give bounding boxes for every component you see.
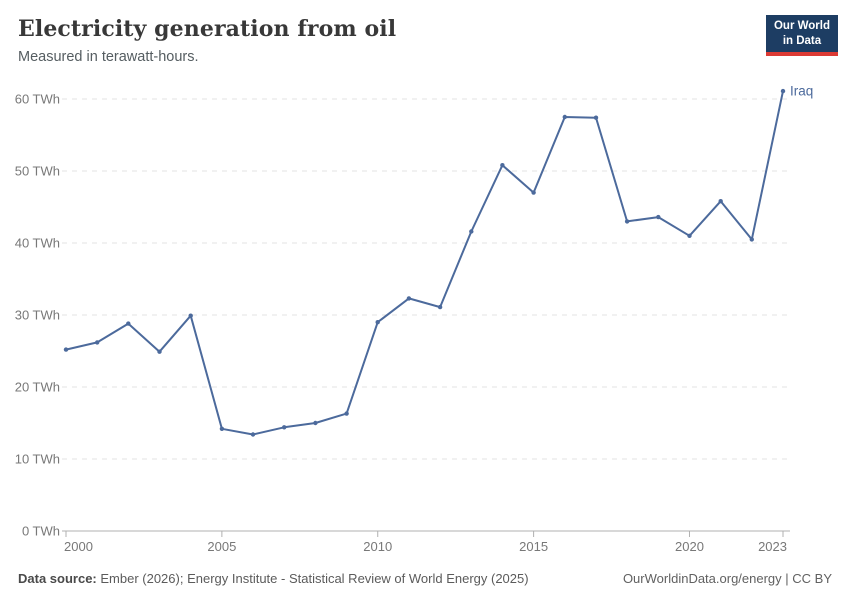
data-line	[65, 90, 784, 436]
data-point	[624, 219, 630, 224]
data-point	[437, 304, 443, 310]
data-point	[500, 163, 505, 168]
data-point	[656, 214, 661, 220]
data-point	[406, 296, 412, 301]
series-end-label: Iraq	[790, 84, 813, 99]
x-axis-tick-label: 2023	[758, 539, 787, 554]
data-point	[157, 349, 162, 354]
x-axis-tick-label: 2015	[519, 539, 548, 554]
data-source: Data source: Ember (2026); Energy Instit…	[18, 571, 529, 586]
y-axis-tick-label: 10 TWh	[15, 452, 60, 467]
chart-footer: Data source: Ember (2026); Energy Instit…	[18, 571, 832, 586]
data-point	[687, 233, 692, 238]
data-point	[219, 426, 225, 431]
data-point	[282, 425, 287, 430]
owid-logo: Our World in Data	[765, 15, 838, 56]
data-point	[749, 237, 754, 242]
data-point	[375, 320, 380, 325]
y-axis-tick-label: 40 TWh	[15, 236, 60, 251]
data-point	[313, 420, 318, 426]
x-axis-tick-label: 2010	[363, 539, 392, 554]
data-source-text: Ember (2026); Energy Institute - Statist…	[96, 571, 529, 586]
page-title: Electricity generation from oil	[18, 16, 397, 42]
data-point	[593, 115, 599, 120]
data-source-label: Data source:	[18, 571, 97, 586]
owid-logo-line1: Our World	[773, 20, 830, 32]
chart-header: Electricity generation from oil Measured…	[18, 15, 838, 65]
owid-url-license: OurWorldinData.org/energy | CC BY	[622, 571, 832, 586]
x-axis-tick-label: 2005	[207, 539, 236, 554]
data-point	[126, 321, 131, 326]
data-point	[469, 229, 474, 234]
data-point	[63, 347, 69, 352]
x-axis-tick-label: 2000	[64, 539, 93, 554]
owid-logo-line2: in Data	[782, 34, 822, 47]
y-axis-tick-label: 60 TWh	[15, 92, 60, 107]
data-point	[780, 88, 786, 94]
y-axis-tick-label: 0 TWh	[22, 524, 60, 539]
data-point	[344, 411, 349, 416]
y-axis-tick-label: 20 TWh	[15, 380, 60, 395]
data-point	[718, 199, 723, 204]
y-axis-tick-label: 50 TWh	[15, 164, 60, 179]
data-point	[250, 432, 256, 437]
data-point	[188, 313, 193, 318]
data-point	[95, 340, 100, 345]
chart-subtitle: Measured in terawatt-hours.	[18, 49, 199, 65]
x-axis-tick-label: 2020	[675, 539, 704, 554]
data-point	[531, 190, 536, 195]
data-point	[562, 114, 567, 120]
y-axis-tick-label: 30 TWh	[15, 308, 60, 323]
